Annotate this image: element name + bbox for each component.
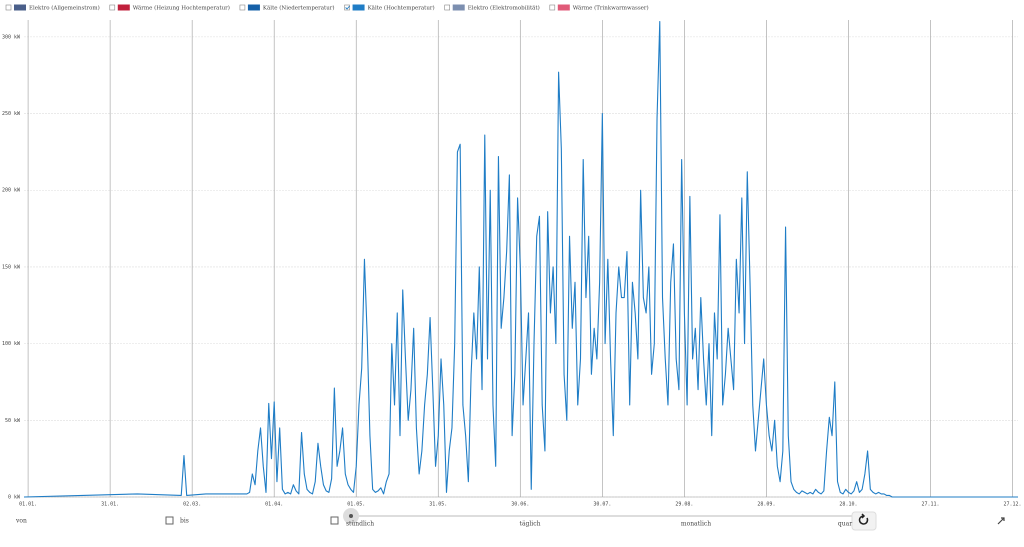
to-label: bis (180, 518, 189, 525)
y-tick-label: 250 kW (2, 111, 21, 117)
resolution-label[interactable]: täglich (520, 521, 541, 528)
legend-swatch (557, 4, 570, 11)
resolution-label[interactable]: monatlich (681, 521, 711, 528)
from-calendar[interactable] (165, 516, 174, 525)
x-tick-label: 28.10. (839, 502, 857, 508)
legend: Elektro (Allgemeinstrom) Wärme (Heizung H… (5, 4, 649, 12)
controls: von bis stündlich täglich monatlich quar (15, 508, 1005, 531)
resolution-label[interactable]: stündlich (346, 521, 374, 528)
x-tick-label: 30.06. (511, 502, 529, 508)
reset-button[interactable] (851, 511, 877, 531)
legend-checkbox[interactable] (239, 4, 246, 11)
x-tick-label: 27.11. (921, 502, 939, 508)
legend-checkbox[interactable] (109, 4, 116, 11)
y-tick-label: 50 kW (5, 418, 21, 424)
from-label: von (15, 518, 27, 525)
legend-checkbox[interactable] (444, 4, 451, 11)
x-tick-label: 29.08. (675, 502, 693, 508)
legend-checkbox[interactable] (549, 4, 556, 11)
legend-label[interactable]: Elektro (Allgemeinstrom) (29, 5, 100, 12)
y-tick-label: 200 kW (2, 188, 21, 194)
x-tick-label: 01.01. (19, 502, 37, 508)
data-line (23, 20, 1018, 498)
legend-swatch (14, 4, 26, 11)
y-tick-label: 0 kW (8, 495, 21, 501)
y-tick-label: 300 kW (2, 34, 21, 40)
y-tick-label: 150 kW (2, 264, 21, 270)
x-tick-label: 01.04. (265, 502, 283, 508)
slider-knob-dot (349, 514, 353, 518)
legend-label[interactable]: Kälte (Hochtemperatur) (368, 5, 435, 12)
x-tick-label: 28.09. (757, 502, 775, 508)
to-calendar[interactable] (330, 516, 339, 525)
plot: 0 kW 50 kW 100 kW 150 kW 200 kW 250 kW 300 kW 0… (2, 20, 1022, 508)
x-tick-label: 31.01. (101, 502, 119, 508)
legend-check (345, 5, 350, 10)
x-tick-label: 02.03. (183, 502, 201, 508)
reset-icon (858, 513, 869, 525)
expand-icon[interactable] (997, 517, 1005, 525)
legend-checkbox[interactable] (5, 4, 12, 11)
x-tick-label: 30.07. (593, 502, 611, 508)
legend-label[interactable]: Wärme (Trinkwarmwasser) (573, 5, 649, 12)
y-tick-label: 100 kW (2, 341, 21, 347)
legend-label[interactable]: Kälte (Niedertemperatur) (263, 5, 335, 12)
legend-checkbox[interactable] (344, 4, 350, 11)
legend-swatch (247, 4, 260, 11)
x-tick-label: 27.12. (1003, 502, 1021, 508)
legend-swatch (117, 4, 130, 11)
x-tick-label: 31.05. (429, 502, 447, 508)
legend-swatch (352, 4, 365, 11)
legend-label[interactable]: Elektro (Elektromobilität) (468, 5, 540, 12)
legend-label[interactable]: Wärme (Heizung Hochtemperatur) (133, 5, 230, 12)
resolution-label[interactable]: quar (838, 521, 852, 528)
x-tick-label: 01.05. (347, 502, 365, 508)
legend-swatch (452, 4, 465, 11)
